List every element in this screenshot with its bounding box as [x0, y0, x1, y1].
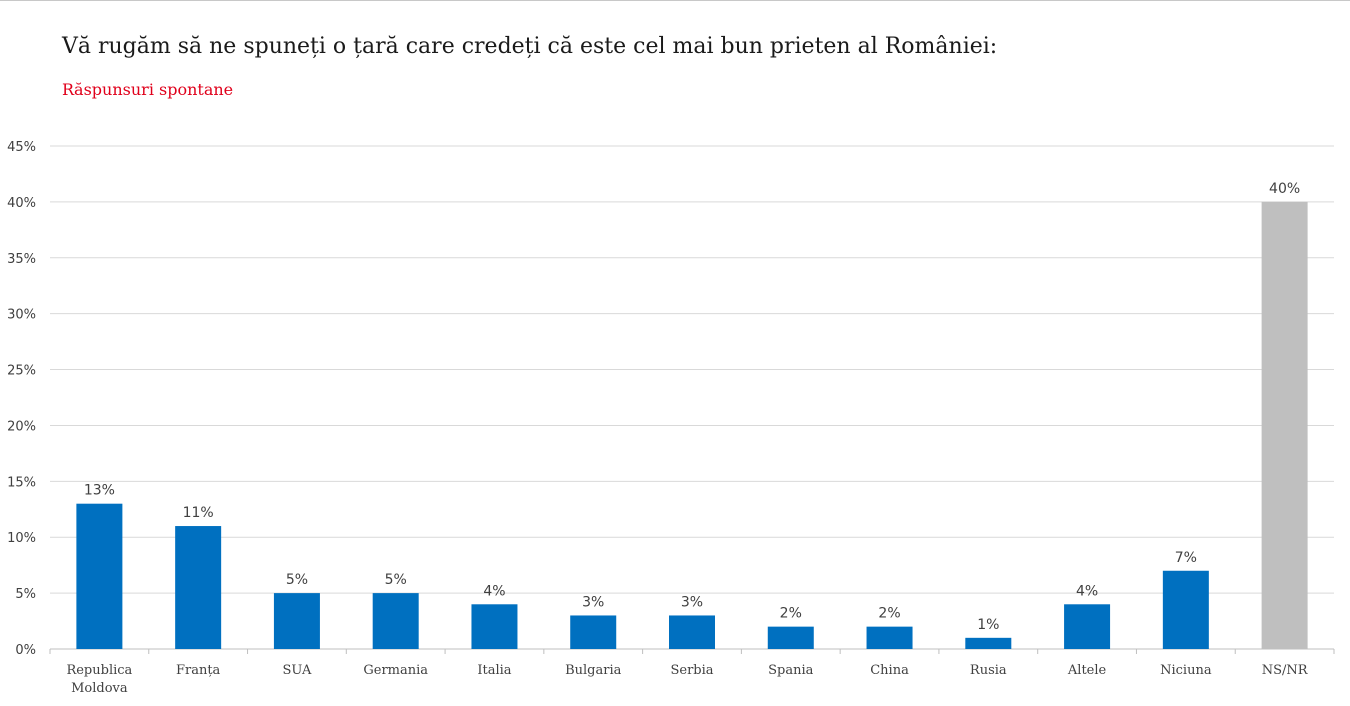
category-label: Altele: [1067, 663, 1107, 678]
gridlines: [50, 145, 1334, 650]
data-label: 11%: [183, 505, 214, 521]
bar: [273, 593, 320, 649]
y-tick-label: 20%: [7, 419, 36, 434]
category-label: Spania: [768, 663, 814, 678]
bar: [965, 637, 1012, 649]
category-label: Italia: [477, 663, 511, 678]
bar: [570, 615, 617, 649]
category-label: China: [870, 663, 909, 678]
top-border: [0, 0, 1350, 1]
chart-subtitle: Răspunsuri spontane: [62, 80, 234, 99]
bars: [76, 201, 1308, 649]
y-tick-label: 30%: [7, 308, 36, 323]
data-label: 2%: [780, 606, 802, 622]
data-label: 4%: [483, 583, 505, 599]
category-label: Franța: [176, 663, 221, 678]
bar: [669, 615, 715, 649]
y-tick-label: 25%: [7, 364, 36, 379]
data-label: 3%: [681, 594, 703, 610]
bar: [1162, 570, 1209, 649]
bar: [1064, 604, 1111, 649]
data-label: 13%: [84, 483, 115, 499]
category-label: Niciuna: [1160, 663, 1212, 678]
data-label: 2%: [878, 606, 900, 622]
category-label: SUA: [282, 663, 311, 678]
y-tick-label: 35%: [7, 252, 36, 267]
data-label: 7%: [1175, 550, 1197, 566]
bar: [372, 593, 419, 649]
data-labels: 13% 11% 5% 5% 4% 3% 3% 2% 2% 1% 4% 7% 40%: [84, 181, 1300, 633]
bar: [471, 604, 518, 649]
y-axis: 0% 5% 10% 15% 20% 25% 30% 35% 40% 45%: [7, 140, 36, 658]
bar: [76, 503, 123, 649]
data-label: 5%: [385, 572, 407, 588]
y-tick-label: 15%: [7, 475, 36, 490]
bar: [175, 526, 222, 649]
data-label: 5%: [286, 572, 308, 588]
category-label: NS/NR: [1262, 663, 1309, 678]
y-tick-label: 0%: [15, 643, 36, 658]
y-tick-label: 10%: [7, 531, 36, 546]
category-label: Moldova: [71, 681, 128, 696]
category-label: Germania: [363, 663, 428, 678]
data-label: 4%: [1076, 583, 1098, 599]
y-tick-label: 45%: [7, 140, 36, 155]
y-tick-label: 40%: [7, 196, 36, 211]
data-label: 3%: [582, 594, 604, 610]
data-label: 40%: [1269, 181, 1300, 197]
category-label: Bulgaria: [565, 663, 622, 678]
bar: [767, 626, 814, 649]
bar: [866, 626, 913, 649]
bar: [1261, 201, 1308, 649]
y-tick-label: 5%: [15, 587, 36, 602]
data-label: 1%: [977, 617, 999, 633]
x-axis: Republica Moldova Franța SUA Germania Italia B…: [49, 649, 1335, 696]
category-label: Rusia: [970, 663, 1007, 678]
category-label: Serbia: [670, 663, 713, 678]
category-label: Republica: [66, 663, 132, 678]
chart-title: Vă rugăm să ne spuneți o țară care crede…: [62, 34, 998, 59]
